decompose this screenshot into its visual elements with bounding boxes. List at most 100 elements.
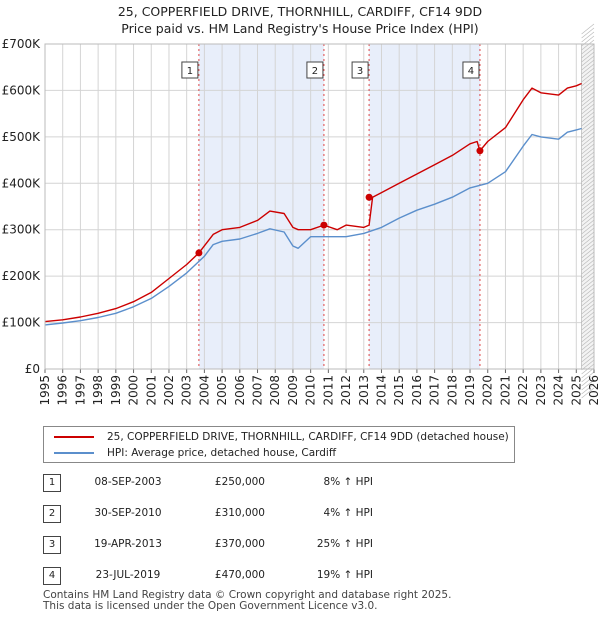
- x-tick-label: 2003: [180, 375, 194, 406]
- forecast-hatch-line: [581, 299, 595, 311]
- forecast-hatch-line: [581, 63, 595, 75]
- forecast-hatch-line: [581, 75, 595, 87]
- legend-item-price: 25, COPPERFIELD DRIVE, THORNHILL, CARDIF…: [54, 430, 509, 444]
- sale-point: [320, 221, 328, 229]
- legend-swatch-price: [54, 436, 94, 438]
- x-tick-label: 1995: [38, 375, 52, 406]
- forecast-hatch-line: [581, 179, 595, 191]
- forecast-hatch-line: [581, 227, 595, 239]
- row-number: 2: [43, 505, 61, 523]
- table-row: 1 08-SEP-2003 £250,000 8% ↑ HPI: [43, 474, 443, 492]
- sale-vertical-lines: [198, 44, 481, 369]
- forecast-hatch-line: [581, 183, 595, 195]
- forecast-hatch-line: [581, 315, 595, 327]
- forecast-hatch-line: [581, 123, 595, 135]
- row-date: 08-SEP-2003: [94, 476, 162, 488]
- row-date: 19-APR-2013: [94, 538, 162, 550]
- table-row: 4 23-JUL-2019 £470,000 19% ↑ HPI: [43, 567, 443, 585]
- forecast-hatch-line: [581, 135, 595, 147]
- chart-subtitle: Price paid vs. HM Land Registry's House …: [121, 21, 479, 36]
- forecast-hatch-line: [581, 343, 595, 355]
- forecast-hatch-line: [581, 99, 595, 111]
- y-tick-label: £300K: [2, 223, 42, 237]
- sale-point: [365, 193, 373, 201]
- forecast-hatch-line: [581, 203, 595, 215]
- forecast-hatch-line: [581, 175, 595, 187]
- forecast-hatch-line: [581, 55, 595, 67]
- price-chart: 1 2 3 4 £0 £100K £200K £300K £400K £500K £600K £70…: [2, 23, 600, 406]
- sale-marker-box: [462, 61, 480, 79]
- x-tick-label: 2023: [534, 375, 548, 406]
- footer-copyright: Contains HM Land Registry data © Crown c…: [43, 589, 452, 601]
- forecast-hatch-line: [581, 111, 595, 123]
- forecast-hatch-line: [581, 351, 595, 363]
- row-change: 8% ↑ HPI: [323, 476, 373, 488]
- forecast-hatch-line: [581, 131, 595, 143]
- forecast-hatch-line: [581, 255, 595, 267]
- x-tick-label: 2005: [215, 375, 229, 406]
- forecast-hatch-line: [581, 231, 595, 243]
- forecast-hatch-line: [581, 207, 595, 219]
- forecast-hatch-line: [581, 291, 595, 303]
- row-change: 19% ↑ HPI: [316, 569, 373, 581]
- x-tick-label: 2000: [127, 375, 141, 406]
- chart-title-block: 25, COPPERFIELD DRIVE, THORNHILL, CARDIF…: [0, 3, 600, 37]
- forecast-hatch-line: [581, 187, 595, 199]
- forecast-hatch-line: [581, 259, 595, 271]
- y-tick-label: £200K: [2, 269, 42, 283]
- shaded-range: [369, 44, 480, 369]
- forecast-hatch-line: [581, 383, 595, 395]
- row-price: £470,000: [214, 569, 265, 581]
- sale-marker-number: 1: [187, 66, 193, 77]
- forecast-hatch-line: [581, 355, 595, 367]
- forecast-hatch-line: [581, 159, 595, 171]
- x-tick-label: 2010: [304, 375, 318, 406]
- forecast-hatch-line: [581, 283, 595, 295]
- x-tick-label: 2017: [428, 375, 442, 406]
- x-tick-label: 1999: [109, 375, 123, 406]
- sale-points: [195, 147, 484, 257]
- x-tick-label: 2026: [587, 375, 600, 406]
- legend-label-price: 25, COPPERFIELD DRIVE, THORNHILL, CARDIF…: [107, 431, 509, 443]
- hpi-line: [44, 127, 582, 326]
- y-tick-label: £500K: [2, 130, 42, 144]
- x-tick-label: 2002: [162, 375, 176, 406]
- forecast-hatch-line: [581, 347, 595, 359]
- x-tick-label: 1996: [56, 375, 70, 406]
- x-tick-label: 2009: [286, 375, 300, 406]
- forecast-hatch-line: [581, 191, 595, 203]
- sale-marker-box: [351, 61, 369, 79]
- y-tick-label: £700K: [2, 37, 42, 51]
- x-tick-label: 2013: [357, 375, 371, 406]
- sale-marker-box: [306, 61, 324, 79]
- x-tick-label: 2008: [268, 375, 282, 406]
- forecast-hatch-line: [581, 323, 595, 335]
- sale-point: [476, 147, 484, 155]
- forecast-hatch-line: [581, 219, 595, 231]
- forecast-hatch-line: [581, 67, 595, 79]
- series-lines: [44, 82, 582, 326]
- x-axis-ticks: 1995 1996 1997 1998 1999 2000 2001 2002 2003 2004…: [38, 369, 600, 406]
- sale-marker-labels: 1 2 3 4: [181, 61, 480, 79]
- forecast-hatch-line: [581, 247, 595, 259]
- x-tick-label: 2024: [552, 375, 566, 406]
- forecast-hatch-line: [581, 163, 595, 175]
- forecast-hatch-line: [581, 103, 595, 115]
- shaded-range: [198, 44, 324, 369]
- y-tick-label: £100K: [2, 316, 42, 330]
- y-tick-label: £400K: [2, 176, 42, 190]
- forecast-hatch-line: [581, 71, 595, 83]
- forecast-hatch-line: [581, 147, 595, 159]
- forecast-hatch-line: [581, 167, 595, 179]
- forecast-hatch-line: [581, 279, 595, 291]
- forecast-hatch-line: [581, 119, 595, 131]
- sale-marker-number: 3: [357, 66, 363, 77]
- forecast-hatch-line: [581, 31, 595, 43]
- shaded-ranges: [198, 44, 480, 369]
- forecast-hatch-line: [581, 43, 595, 55]
- forecast-hatch-line: [581, 95, 595, 107]
- forecast-hatch-line: [581, 139, 595, 151]
- forecast-hatch-line: [581, 307, 595, 319]
- forecast-hatch-line: [581, 195, 595, 207]
- plot-border: [44, 43, 595, 370]
